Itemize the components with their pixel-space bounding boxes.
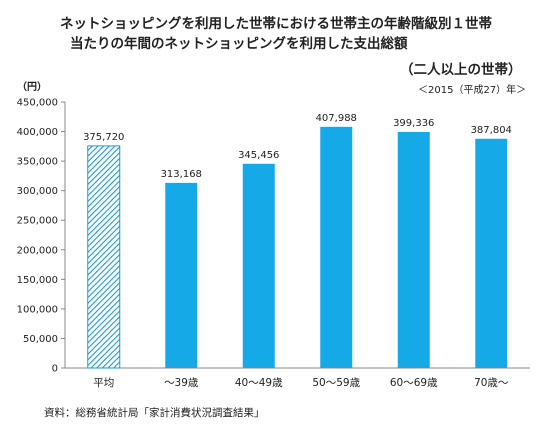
x-tick-label: 40～49歳 [235, 377, 283, 389]
source-note: 資料：総務省統計局「家計消費状況調査結果」 [44, 407, 265, 419]
bar-value-label: 345,456 [238, 150, 279, 161]
y-tick-label: 400,000 [17, 127, 58, 138]
chart-title-line-2: 当たりの年間のネットショッピングを利用した支出総額 [70, 36, 408, 52]
y-tick-label: 100,000 [17, 304, 58, 315]
x-tick-label: 60～69歳 [390, 377, 438, 389]
y-tick-label: 0 [52, 364, 58, 375]
bar-value-label: 407,988 [316, 113, 357, 124]
bar-value-label: 387,804 [471, 125, 512, 136]
y-tick-label: 200,000 [17, 245, 58, 256]
chart-title-line-1: ネットショッピングを利用した世帯における世帯主の年齢階級別１世帯 [60, 16, 492, 32]
bar-4 [397, 131, 430, 368]
bar-3 [320, 126, 353, 368]
y-tick-label: 150,000 [17, 275, 58, 286]
x-tick-label: ～39歳 [164, 377, 199, 389]
x-tick-label: 平均 [93, 377, 114, 389]
y-tick-label: 450,000 [17, 98, 58, 109]
bar-1 [165, 182, 198, 368]
bar-value-label: 313,168 [161, 169, 202, 180]
bar-0 [87, 145, 121, 369]
x-tick-label: 50～59歳 [312, 377, 360, 389]
bar-2 [242, 163, 275, 368]
y-tick-label: 300,000 [17, 186, 58, 197]
y-tick-label: 350,000 [17, 157, 58, 168]
bar-value-label: 399,336 [393, 118, 434, 129]
year-note: ＜2015（平成27）年＞ [418, 85, 527, 96]
x-tick-label: 70歳～ [474, 377, 509, 389]
chart-subtitle: （二人以上の世帯） [400, 62, 522, 78]
bar-5 [475, 138, 508, 368]
y-tick-label: 50,000 [23, 334, 58, 345]
bar-value-label: 375,720 [83, 132, 124, 143]
y-axis-unit: （円） [17, 82, 47, 93]
chart-title: ネットショッピングを利用した世帯における世帯主の年齢階級別１世帯 当たりの年間の… [60, 14, 492, 54]
y-tick-label: 250,000 [17, 216, 58, 227]
